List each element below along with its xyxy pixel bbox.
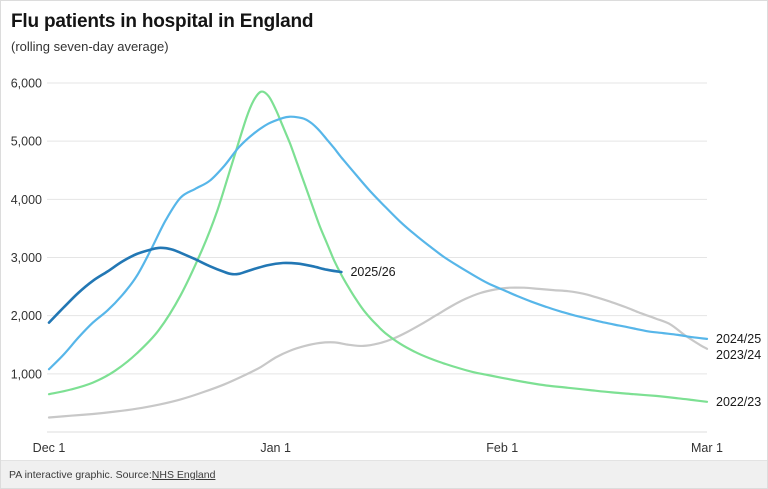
x-axis-tick-label: Feb 1 bbox=[486, 441, 518, 455]
y-axis-tick-label: 4,000 bbox=[11, 193, 42, 207]
y-axis-tick-label: 5,000 bbox=[11, 135, 42, 149]
series-line-2024-25 bbox=[47, 115, 709, 371]
series-line-2023-24 bbox=[47, 286, 709, 419]
chart-title: Flu patients in hospital in England bbox=[11, 11, 314, 32]
series-label-2024-25: 2024/25 bbox=[716, 332, 761, 346]
source-link[interactable]: NHS England bbox=[151, 468, 216, 481]
y-axis-tick-label: 1,000 bbox=[11, 367, 42, 381]
series-label-2025-26: 2025/26 bbox=[350, 265, 395, 279]
x-axis-tick-label: Dec 1 bbox=[33, 441, 66, 455]
x-axis-tick-label: Jan 1 bbox=[260, 441, 291, 455]
x-axis-tick-label: Mar 1 bbox=[691, 441, 723, 455]
series-label-2022-23: 2022/23 bbox=[716, 395, 761, 409]
y-axis-tick-label: 3,000 bbox=[11, 251, 42, 265]
series-line-2022-23 bbox=[47, 90, 709, 403]
y-axis-tick-label: 2,000 bbox=[11, 309, 42, 323]
attribution-bar: PA interactive graphic. Source: NHS Engl… bbox=[1, 460, 767, 488]
chart-header: Flu patients in hospital in England (rol… bbox=[1, 11, 767, 67]
series-label-2023-24: 2023/24 bbox=[716, 348, 761, 362]
series-line-2025-26 bbox=[47, 246, 343, 324]
credit-text: PA interactive graphic. Source: bbox=[9, 468, 152, 481]
flu-chart-svg: 1,000 2,000 3,000 4,000 5,000 6,000 Dec 1 Jan 1… bbox=[11, 77, 762, 456]
y-axis-tick-label: 6,000 bbox=[11, 77, 42, 91]
chart-subtitle: (rolling seven-day average) bbox=[11, 39, 169, 54]
